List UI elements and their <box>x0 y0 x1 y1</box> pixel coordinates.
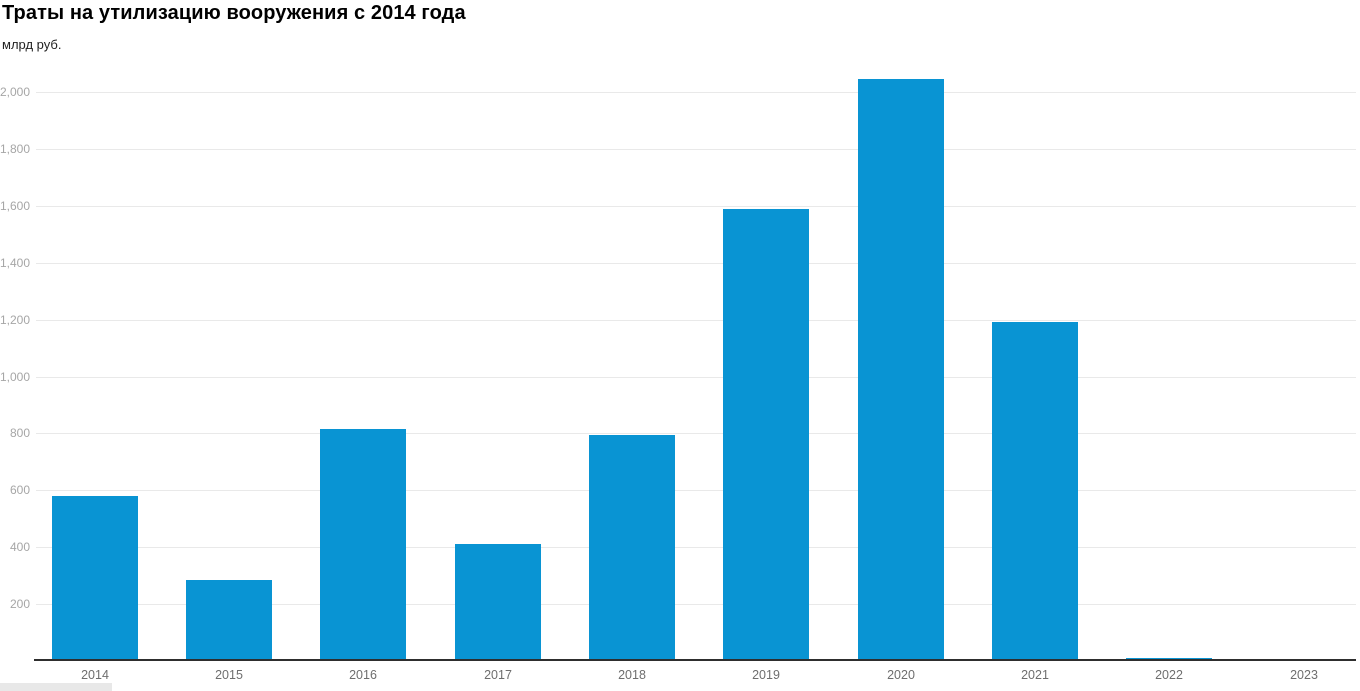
x-axis-tick-label-2018: 2018 <box>618 668 646 682</box>
chart-title: Траты на утилизацию вооружения с 2014 го… <box>2 2 466 24</box>
y-axis-tick-label: 2,000 <box>0 85 31 99</box>
y-axis-tick-label: 1,000 <box>0 370 31 384</box>
y-gridline <box>36 433 1356 434</box>
bar-2020[interactable] <box>858 79 944 661</box>
y-axis-tick-label: 1,800 <box>0 142 31 156</box>
bar-2017[interactable] <box>455 544 541 661</box>
y-gridline <box>36 604 1356 605</box>
chart-unit-label: млрд руб. <box>2 37 62 52</box>
x-axis-tick-label-2015: 2015 <box>215 668 243 682</box>
y-axis-tick-label: 400 <box>9 540 30 554</box>
bar-2015[interactable] <box>186 580 272 661</box>
x-axis-tick-label-2023: 2023 <box>1290 668 1318 682</box>
y-axis-tick-label: 600 <box>9 483 30 497</box>
bottom-left-gray-strip <box>0 683 112 691</box>
y-axis-tick-label: 1,600 <box>0 199 31 213</box>
y-axis-tick-label: 200 <box>9 597 30 611</box>
y-gridline <box>36 92 1356 93</box>
x-axis-tick-label-2017: 2017 <box>484 668 512 682</box>
x-axis-line <box>34 659 1356 661</box>
y-gridline <box>36 547 1356 548</box>
x-axis-tick-label-2019: 2019 <box>752 668 780 682</box>
y-axis-tick-label: 800 <box>9 426 30 440</box>
bar-2014[interactable] <box>52 496 138 661</box>
bar-2016[interactable] <box>320 429 406 661</box>
bar-2021[interactable] <box>992 322 1078 661</box>
x-axis-tick-label-2014: 2014 <box>81 668 109 682</box>
y-gridline <box>36 320 1356 321</box>
y-gridline <box>36 206 1356 207</box>
y-axis-tick-label: 1,200 <box>0 313 31 327</box>
x-axis-tick-label-2016: 2016 <box>349 668 377 682</box>
y-gridline <box>36 377 1356 378</box>
x-axis-tick-label-2021: 2021 <box>1021 668 1049 682</box>
bar-2018[interactable] <box>589 435 675 661</box>
x-axis-tick-label-2022: 2022 <box>1155 668 1183 682</box>
y-gridline <box>36 490 1356 491</box>
bar-2019[interactable] <box>723 209 809 661</box>
y-axis-tick-label: 1,400 <box>0 256 31 270</box>
x-axis-tick-label-2020: 2020 <box>887 668 915 682</box>
y-gridline <box>36 149 1356 150</box>
y-gridline <box>36 263 1356 264</box>
